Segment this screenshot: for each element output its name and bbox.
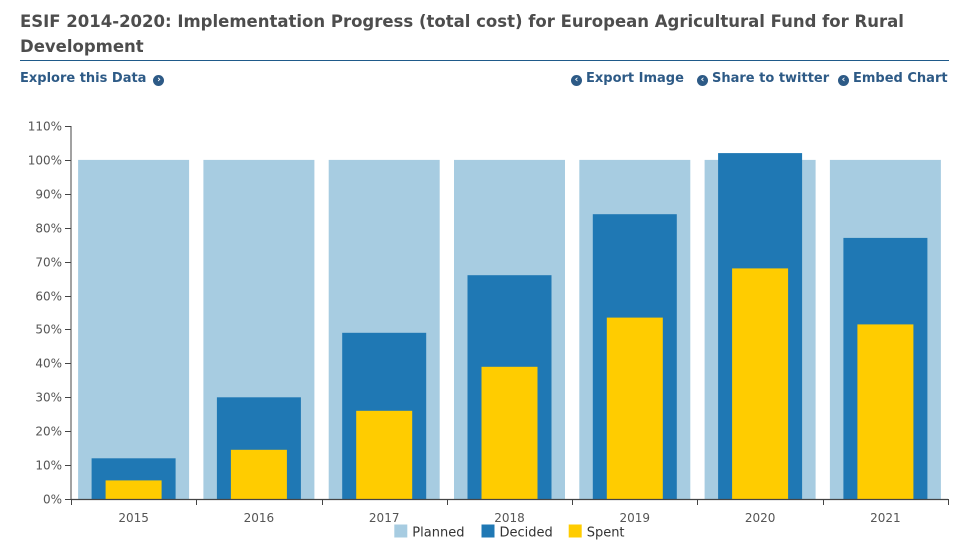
share-twitter-label: Share to twitter	[712, 71, 830, 86]
title-divider	[20, 60, 949, 61]
bar-spent-2015	[105, 480, 162, 499]
legend-swatch-decided	[481, 524, 495, 538]
legend-label-spent: Spent	[587, 526, 625, 541]
x-tick-label: 2020	[745, 511, 776, 525]
bar-spent-2021	[857, 324, 914, 499]
export-image-link[interactable]: ‹ Export Image	[571, 71, 684, 86]
y-tick-label: 40%	[35, 357, 62, 371]
x-tick-label: 2017	[369, 511, 400, 525]
export-image-label: Export Image	[586, 71, 684, 86]
y-tick-label: 110%	[28, 120, 62, 134]
bar-spent-2020	[732, 268, 789, 499]
x-tick-label: 2021	[870, 511, 901, 525]
y-tick-label: 0%	[43, 493, 62, 507]
y-tick-label: 30%	[35, 391, 62, 405]
y-tick-label: 70%	[35, 256, 62, 270]
y-tick-label: 10%	[35, 459, 62, 473]
explore-data-link[interactable]: Explore this Data ›	[20, 71, 165, 86]
y-tick-label: 100%	[28, 154, 62, 168]
y-tick-label: 20%	[35, 425, 62, 439]
embed-chart-label: Embed Chart	[853, 71, 948, 86]
chevron-left-icon: ‹	[697, 75, 708, 86]
bar-spent-2019	[606, 317, 663, 499]
embed-chart-link[interactable]: ‹ Embed Chart	[838, 71, 948, 86]
bar-planned-2015	[78, 159, 190, 499]
legend-label-planned: Planned	[412, 526, 464, 541]
explore-data-label: Explore this Data	[20, 71, 147, 86]
bar-spent-2017	[356, 410, 413, 499]
y-tick-label: 50%	[35, 323, 62, 337]
legend-label-decided: Decided	[500, 526, 553, 541]
chart-title: ESIF 2014-2020: Implementation Progress …	[20, 12, 904, 56]
share-twitter-link[interactable]: ‹ Share to twitter	[697, 71, 829, 86]
bar-spent-2016	[230, 449, 287, 499]
chevron-left-icon: ‹	[571, 75, 582, 86]
chevron-left-icon: ‹	[838, 75, 849, 86]
chevron-right-icon: ›	[153, 75, 165, 86]
x-tick-label: 2019	[620, 511, 651, 525]
legend-swatch-planned	[394, 524, 408, 538]
y-tick-label: 60%	[35, 290, 62, 304]
x-tick-label: 2015	[118, 511, 149, 525]
legend-swatch-spent	[568, 524, 582, 538]
bar-spent-2018	[481, 366, 538, 499]
y-tick-label: 90%	[35, 188, 62, 202]
bars	[78, 153, 941, 499]
y-tick-label: 80%	[35, 222, 62, 236]
x-tick-label: 2018	[494, 511, 525, 525]
y-axis: 0% 10% 20% 30% 40% 50% 60% 70% 80% 90% 100% 110%	[28, 120, 72, 507]
x-tick-label: 2016	[244, 511, 275, 525]
x-axis: 2015 2016 2017 2018 2019 2020 2021	[71, 498, 949, 525]
legend: Planned Decided Spent	[394, 524, 625, 541]
